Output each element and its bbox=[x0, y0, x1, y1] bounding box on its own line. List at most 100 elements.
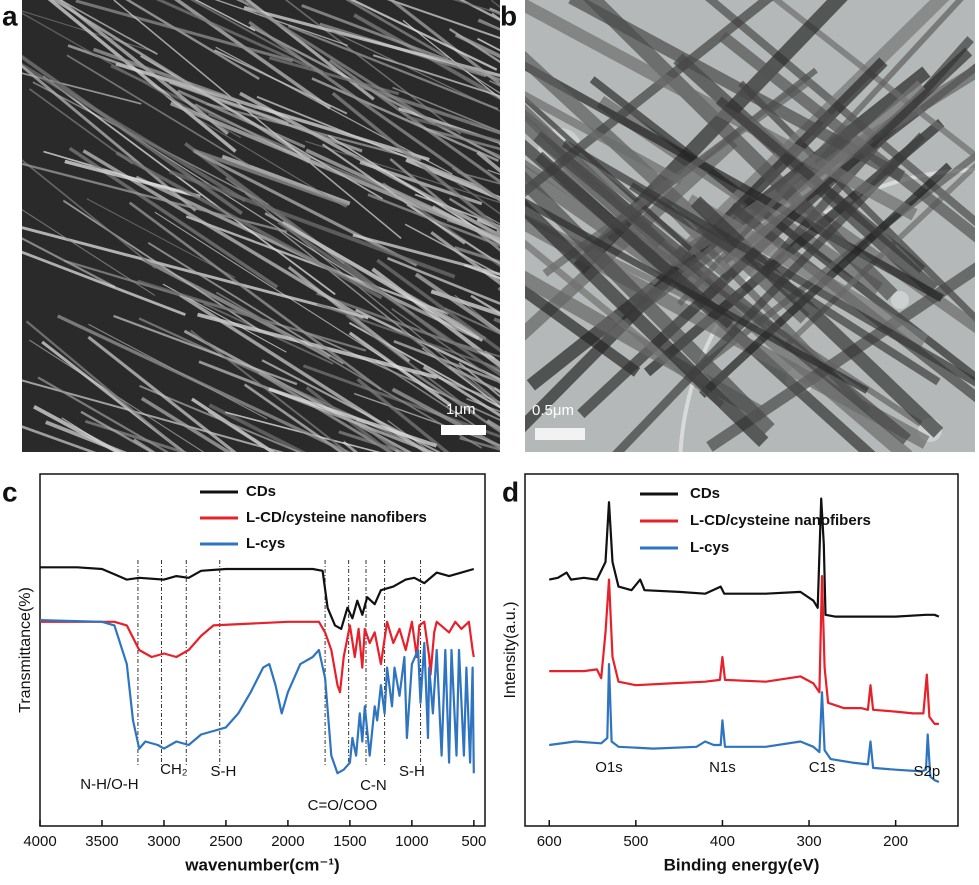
fiber bbox=[29, 339, 205, 452]
fiber bbox=[355, 417, 403, 452]
fiber bbox=[331, 91, 500, 232]
x-tick-label: 1500 bbox=[333, 833, 366, 850]
fiber bbox=[51, 0, 311, 161]
panel-label: d bbox=[502, 476, 519, 507]
fiber bbox=[463, 264, 500, 280]
fiber bbox=[305, 148, 500, 242]
fiber bbox=[140, 396, 232, 452]
fiber bbox=[190, 0, 324, 73]
fiber bbox=[28, 88, 134, 165]
fiber bbox=[375, 360, 477, 428]
x-tick-label: 2500 bbox=[209, 833, 242, 850]
annotation: C1s bbox=[809, 759, 836, 776]
fiber bbox=[92, 47, 257, 109]
annotation: N1s bbox=[709, 759, 736, 776]
fiber bbox=[311, 77, 500, 162]
fiber bbox=[194, 150, 418, 267]
fiber bbox=[284, 0, 462, 135]
fiber bbox=[22, 64, 197, 212]
fiber bbox=[376, 258, 500, 353]
fiber bbox=[395, 449, 401, 452]
x-tick-label: 200 bbox=[883, 833, 908, 850]
x-axis-title: wavenumber(cm⁻¹) bbox=[184, 855, 339, 874]
fiber bbox=[406, 115, 500, 143]
fiber bbox=[457, 65, 500, 94]
plot-frame bbox=[524, 473, 959, 827]
fiber bbox=[353, 392, 500, 446]
fiber bbox=[302, 364, 500, 439]
fiber bbox=[367, 193, 500, 248]
fiber bbox=[128, 201, 382, 391]
fiber bbox=[42, 75, 336, 296]
fiber bbox=[423, 127, 500, 151]
panel-label: a bbox=[2, 0, 18, 31]
fiber bbox=[392, 86, 500, 133]
annotation: C-N bbox=[360, 777, 387, 794]
y-axis-title: Transmittance(%) bbox=[17, 587, 34, 713]
fiber bbox=[391, 387, 500, 450]
fiber bbox=[301, 4, 500, 82]
series-line bbox=[40, 566, 475, 630]
fiber bbox=[37, 376, 170, 452]
x-axis-title: Binding energy(eV) bbox=[664, 855, 820, 874]
x-tick-label: 500 bbox=[461, 833, 486, 850]
fiber bbox=[197, 312, 438, 380]
fiber bbox=[215, 46, 453, 175]
fiber bbox=[22, 72, 142, 105]
fiber bbox=[386, 256, 500, 305]
fiber bbox=[287, 25, 499, 111]
rod bbox=[525, 0, 918, 221]
rod bbox=[525, 139, 735, 329]
fiber bbox=[75, 0, 294, 63]
rod bbox=[525, 159, 923, 427]
series-line bbox=[548, 497, 940, 618]
x-tick-label: 1000 bbox=[395, 833, 428, 850]
fiber bbox=[168, 80, 363, 153]
fiber bbox=[398, 107, 500, 145]
fiber bbox=[22, 54, 243, 216]
fiber bbox=[388, 0, 500, 86]
legend-label: L-cys bbox=[690, 539, 729, 556]
y-axis-title: Intensity(a.u.) bbox=[502, 602, 519, 699]
fiber bbox=[345, 0, 450, 60]
fiber bbox=[404, 223, 500, 276]
series-line bbox=[39, 619, 475, 775]
fiber bbox=[243, 6, 500, 78]
annotation: C=O/COO bbox=[308, 797, 378, 814]
fiber bbox=[22, 379, 285, 452]
fiber bbox=[456, 171, 500, 185]
fiber bbox=[137, 279, 276, 326]
fiber bbox=[174, 0, 332, 110]
fiber bbox=[359, 84, 500, 135]
fiber bbox=[446, 339, 500, 358]
x-tick-label: 4000 bbox=[23, 833, 56, 850]
fiber bbox=[80, 410, 155, 452]
fiber bbox=[264, 212, 487, 340]
fiber bbox=[22, 237, 116, 288]
legend-label: CDs bbox=[690, 485, 720, 502]
series-line bbox=[549, 663, 940, 784]
fiber bbox=[400, 329, 500, 405]
fiber bbox=[207, 410, 274, 452]
fiber bbox=[25, 320, 185, 452]
fiber bbox=[305, 386, 392, 452]
fiber bbox=[430, 231, 500, 286]
scale-bar bbox=[535, 428, 585, 440]
fiber bbox=[57, 314, 351, 452]
fiber bbox=[389, 157, 500, 252]
x-tick-label: 400 bbox=[710, 833, 735, 850]
fiber bbox=[342, 440, 359, 452]
annotation: S2p bbox=[913, 763, 940, 780]
fiber bbox=[448, 365, 500, 393]
legend-label: L-CD/cysteine nanofibers bbox=[690, 512, 871, 529]
fiber bbox=[268, 387, 438, 448]
fiber bbox=[316, 302, 500, 371]
fiber bbox=[328, 59, 500, 184]
annotation: CH₂ bbox=[160, 761, 188, 778]
fiber bbox=[421, 347, 500, 407]
fiber bbox=[338, 430, 407, 452]
rod bbox=[525, 198, 869, 394]
fiber bbox=[353, 13, 500, 101]
fiber bbox=[22, 425, 97, 452]
tem-image bbox=[525, 0, 975, 452]
